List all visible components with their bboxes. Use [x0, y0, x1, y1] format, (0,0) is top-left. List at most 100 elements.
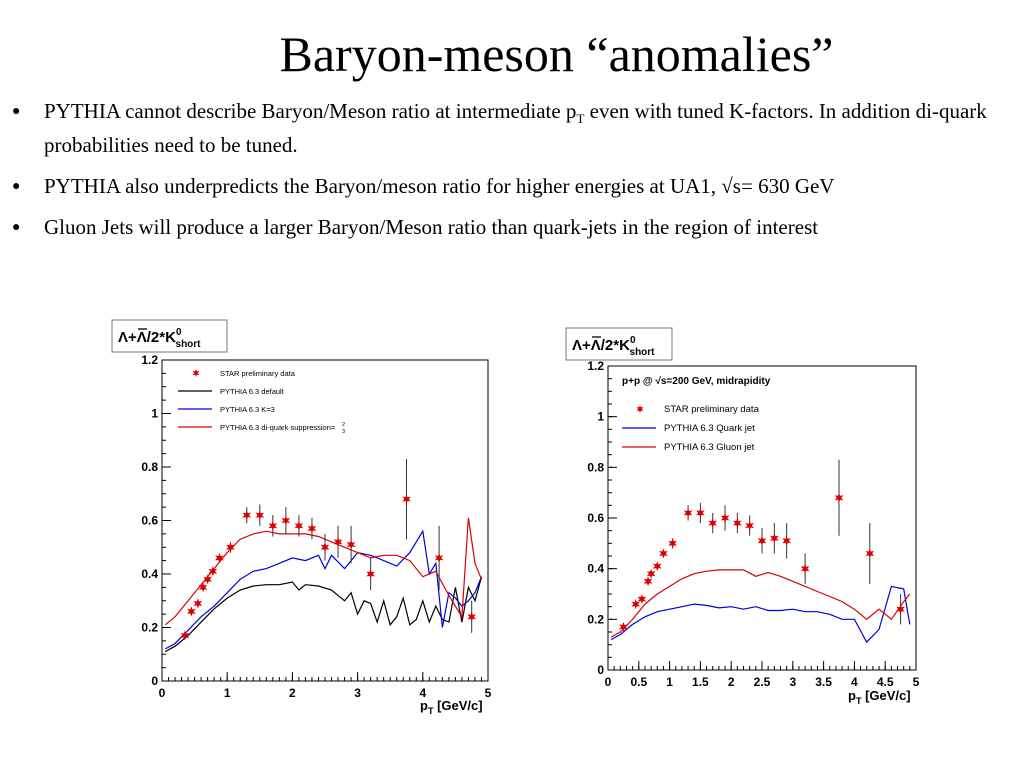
data-point: [668, 538, 677, 549]
data-point: [782, 535, 791, 546]
x-tick-label: 4: [419, 686, 426, 700]
x-axis-label: pT [GeV/c]: [420, 698, 483, 716]
data-point: [215, 552, 224, 563]
data-point: [203, 574, 212, 585]
bullet-text: PYTHIA cannot describe Baryon/Meson rati…: [44, 99, 987, 158]
data-point: [226, 542, 235, 553]
data-point: [434, 552, 444, 563]
data-point: [800, 563, 810, 574]
data-point: [834, 492, 844, 503]
chart-title: Λ+Λ/2*K0 short: [572, 335, 655, 358]
data-point: [198, 582, 208, 593]
data-point: [333, 536, 343, 547]
x-tick-label: 1: [224, 686, 231, 700]
bullet-item: ● Gluon Jets will produce a larger Baryo…: [12, 214, 1012, 241]
y-tick-label: 0.6: [587, 511, 604, 525]
data-point: [255, 510, 265, 521]
x-tick-label: 2: [289, 686, 296, 700]
legend-label: PYTHIA 6.3 Gluon jet: [664, 442, 755, 453]
legend-marker: [192, 369, 200, 377]
data-point: [696, 507, 705, 518]
data-point: [294, 520, 304, 531]
data-point: [643, 576, 653, 587]
legend-label: PYTHIA 6.3 Quark jet: [664, 423, 755, 434]
data-point: [770, 533, 779, 544]
x-tick-label: 2.5: [754, 675, 771, 689]
data-point: [637, 594, 647, 605]
right-ratio-chart: Λ+Λ/2*K0 short 0 0.2 0.4 0.6 0.8 1 1.2 0 0.5 1 1.5 2 2…: [565, 327, 920, 706]
x-tick-label: 3: [789, 675, 796, 689]
data-point: [631, 599, 641, 610]
data-point: [865, 548, 875, 559]
bullet-item: ● PYTHIA also underpredicts the Baryon/m…: [12, 173, 1012, 200]
legend-frac-den: 3: [342, 429, 345, 435]
data-point: [346, 539, 356, 550]
x-tick-label: 1: [666, 675, 673, 689]
y-tick-label: 0: [597, 663, 604, 677]
y-tick-label: 0.8: [587, 460, 604, 474]
data-point: [242, 510, 252, 521]
x-tick-label: 3.5: [815, 675, 832, 689]
chart-annotation: p+p @ √s=200 GeV, midrapidity: [622, 376, 771, 387]
data-point: [467, 611, 476, 622]
bullet-dot-icon: ●: [12, 104, 21, 119]
data-point: [683, 507, 693, 518]
x-tick-label: 2: [728, 675, 735, 689]
y-tick-label: 1: [597, 410, 604, 424]
bullet-dot-icon: ●: [12, 179, 21, 195]
series-line: [165, 529, 483, 650]
y-tick-label: 0.2: [587, 612, 604, 626]
bullet-text: PYTHIA also underpredicts the Baryon/mes…: [44, 174, 835, 199]
x-tick-label: 4: [851, 675, 858, 689]
series-line: [610, 585, 911, 644]
data-point: [320, 542, 330, 553]
y-tick-label: 1.2: [141, 353, 158, 367]
legend-marker: [636, 405, 644, 413]
data-point: [366, 569, 375, 579]
chart-title-box: [565, 327, 673, 361]
y-tick-label: 1: [151, 407, 158, 421]
x-tick-label: 0.5: [630, 675, 647, 689]
legend-label: PYTHIA 6.3 K=3: [220, 405, 275, 414]
legend-label: PYTHIA 6.3 default: [220, 387, 285, 396]
data-point: [745, 520, 754, 531]
series-line: [164, 517, 483, 626]
chart-title-box: [111, 319, 228, 353]
data-point: [646, 568, 656, 579]
x-tick-label: 5: [913, 675, 920, 689]
x-axis-label: pT [GeV/c]: [848, 688, 911, 706]
plot-frame: [161, 359, 489, 682]
data-point: [281, 515, 291, 526]
data-point: [720, 513, 730, 523]
legend-frac-num: 2: [342, 422, 345, 428]
data-point: [733, 518, 742, 529]
x-tick-label: 4.5: [877, 675, 894, 689]
series-line: [610, 569, 911, 638]
data-point: [652, 561, 662, 572]
data-point: [208, 566, 218, 577]
y-tick-label: 0.4: [587, 562, 604, 576]
data-point: [180, 630, 190, 641]
y-tick-label: 0.6: [141, 514, 158, 528]
legend-label: STAR preliminary data: [220, 369, 296, 378]
data-point: [896, 604, 905, 615]
x-tick-label: 3: [354, 686, 361, 700]
data-point: [193, 598, 203, 609]
data-point: [187, 606, 196, 617]
chart-title: Λ+Λ/2*K0 short: [118, 327, 201, 350]
y-tick-label: 0: [151, 674, 158, 688]
data-point: [659, 548, 668, 559]
data-point: [268, 520, 278, 531]
legend-label: STAR preliminary data: [664, 404, 760, 415]
x-tick-label: 1.5: [692, 675, 709, 689]
y-tick-label: 1.2: [587, 359, 604, 373]
x-tick-label: 0: [605, 675, 612, 689]
data-point: [307, 523, 317, 534]
data-point: [757, 535, 767, 546]
plot-frame: [607, 365, 917, 671]
y-tick-label: 0.8: [141, 460, 158, 474]
data-point: [619, 621, 628, 632]
legend-label: PYTHIA 6.3 di-quark suppression=: [220, 423, 336, 432]
x-tick-label: 5: [485, 686, 492, 700]
